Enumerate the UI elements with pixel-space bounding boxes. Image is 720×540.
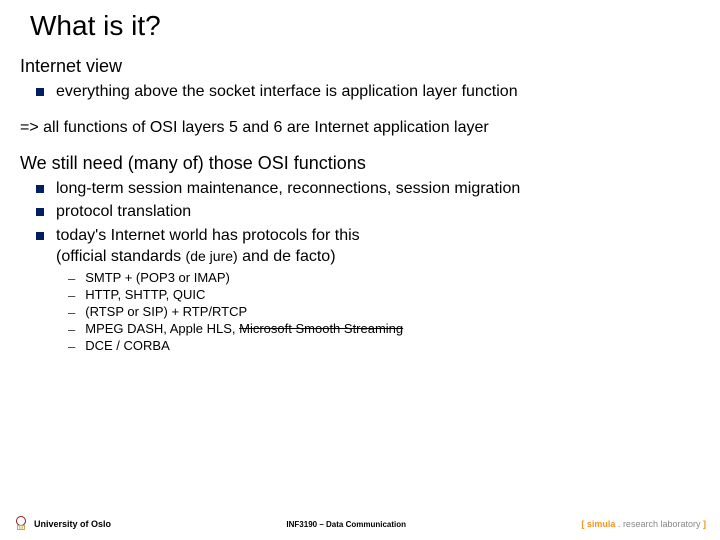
bullet-item: everything above the socket interface is… <box>36 81 700 103</box>
dash-icon: – <box>68 305 75 320</box>
dash-icon: – <box>68 271 75 286</box>
sub-bullet-text: DCE / CORBA <box>85 338 170 353</box>
sub-bullet-text: SMTP + (POP3 or IMAP) <box>85 270 230 285</box>
sub-bullet-text: HTTP, SHTTP, QUIC <box>85 287 205 302</box>
square-bullet-icon <box>36 185 44 193</box>
university-name: University of Oslo <box>34 519 111 529</box>
bullet-text-line1: today's Internet world has protocols for… <box>56 227 360 244</box>
footer-left: University of Oslo <box>14 516 111 532</box>
sub-bullet-item: – (RTSP or SIP) + RTP/RTCP <box>68 304 700 320</box>
bullet-text-line2b: and de facto) <box>238 248 336 265</box>
square-bullet-icon <box>36 232 44 240</box>
bullet-text: long-term session maintenance, reconnect… <box>56 178 520 200</box>
dash-icon: – <box>68 288 75 303</box>
section-head-osi-functions: We still need (many of) those OSI functi… <box>20 153 700 174</box>
dash-icon: – <box>68 339 75 354</box>
square-bullet-icon <box>36 208 44 216</box>
sub-bullet-text: MPEG DASH, Apple HLS, Microsoft Smooth S… <box>85 321 403 336</box>
sub-bullet-item: – DCE / CORBA <box>68 338 700 354</box>
strikethrough-text: Microsoft Smooth Streaming <box>239 321 403 336</box>
slide-footer: University of Oslo INF3190 – Data Commun… <box>0 514 720 534</box>
dash-icon: – <box>68 322 75 337</box>
university-crest-icon <box>14 516 28 532</box>
sub-text-part: MPEG DASH, Apple HLS, <box>85 321 239 336</box>
sub-bullet-text: (RTSP or SIP) + RTP/RTCP <box>85 304 247 319</box>
square-bullet-icon <box>36 88 44 96</box>
lab-brand: simula <box>587 519 616 529</box>
sub-bullet-item: – HTTP, SHTTP, QUIC <box>68 287 700 303</box>
course-code: INF3190 – Data Communication <box>286 520 406 529</box>
slide: What is it? Internet view everything abo… <box>0 0 720 540</box>
bullet-text: everything above the socket interface is… <box>56 81 518 103</box>
bullet-text-line2a: (official standards <box>56 248 186 265</box>
arrow-conclusion: => all functions of OSI layers 5 and 6 a… <box>20 119 700 137</box>
bullet-text: today's Internet world has protocols for… <box>56 225 360 268</box>
bullet-item: today's Internet world has protocols for… <box>36 225 700 268</box>
bullet-item: protocol translation <box>36 201 700 223</box>
slide-title: What is it? <box>30 10 700 42</box>
bullet-text: protocol translation <box>56 201 191 223</box>
sub-bullet-item: – SMTP + (POP3 or IMAP) <box>68 270 700 286</box>
lab-dot: . <box>615 519 623 529</box>
lab-rest: research laboratory <box>623 519 701 529</box>
sub-bullet-item: – MPEG DASH, Apple HLS, Microsoft Smooth… <box>68 321 700 337</box>
section-head-internet-view: Internet view <box>20 56 700 77</box>
bullet-item: long-term session maintenance, reconnect… <box>36 178 700 200</box>
dejure-text: (de jure) <box>186 248 238 264</box>
lab-name: [ simula . research laboratory ] <box>581 519 706 529</box>
bracket-close: ] <box>700 519 706 529</box>
